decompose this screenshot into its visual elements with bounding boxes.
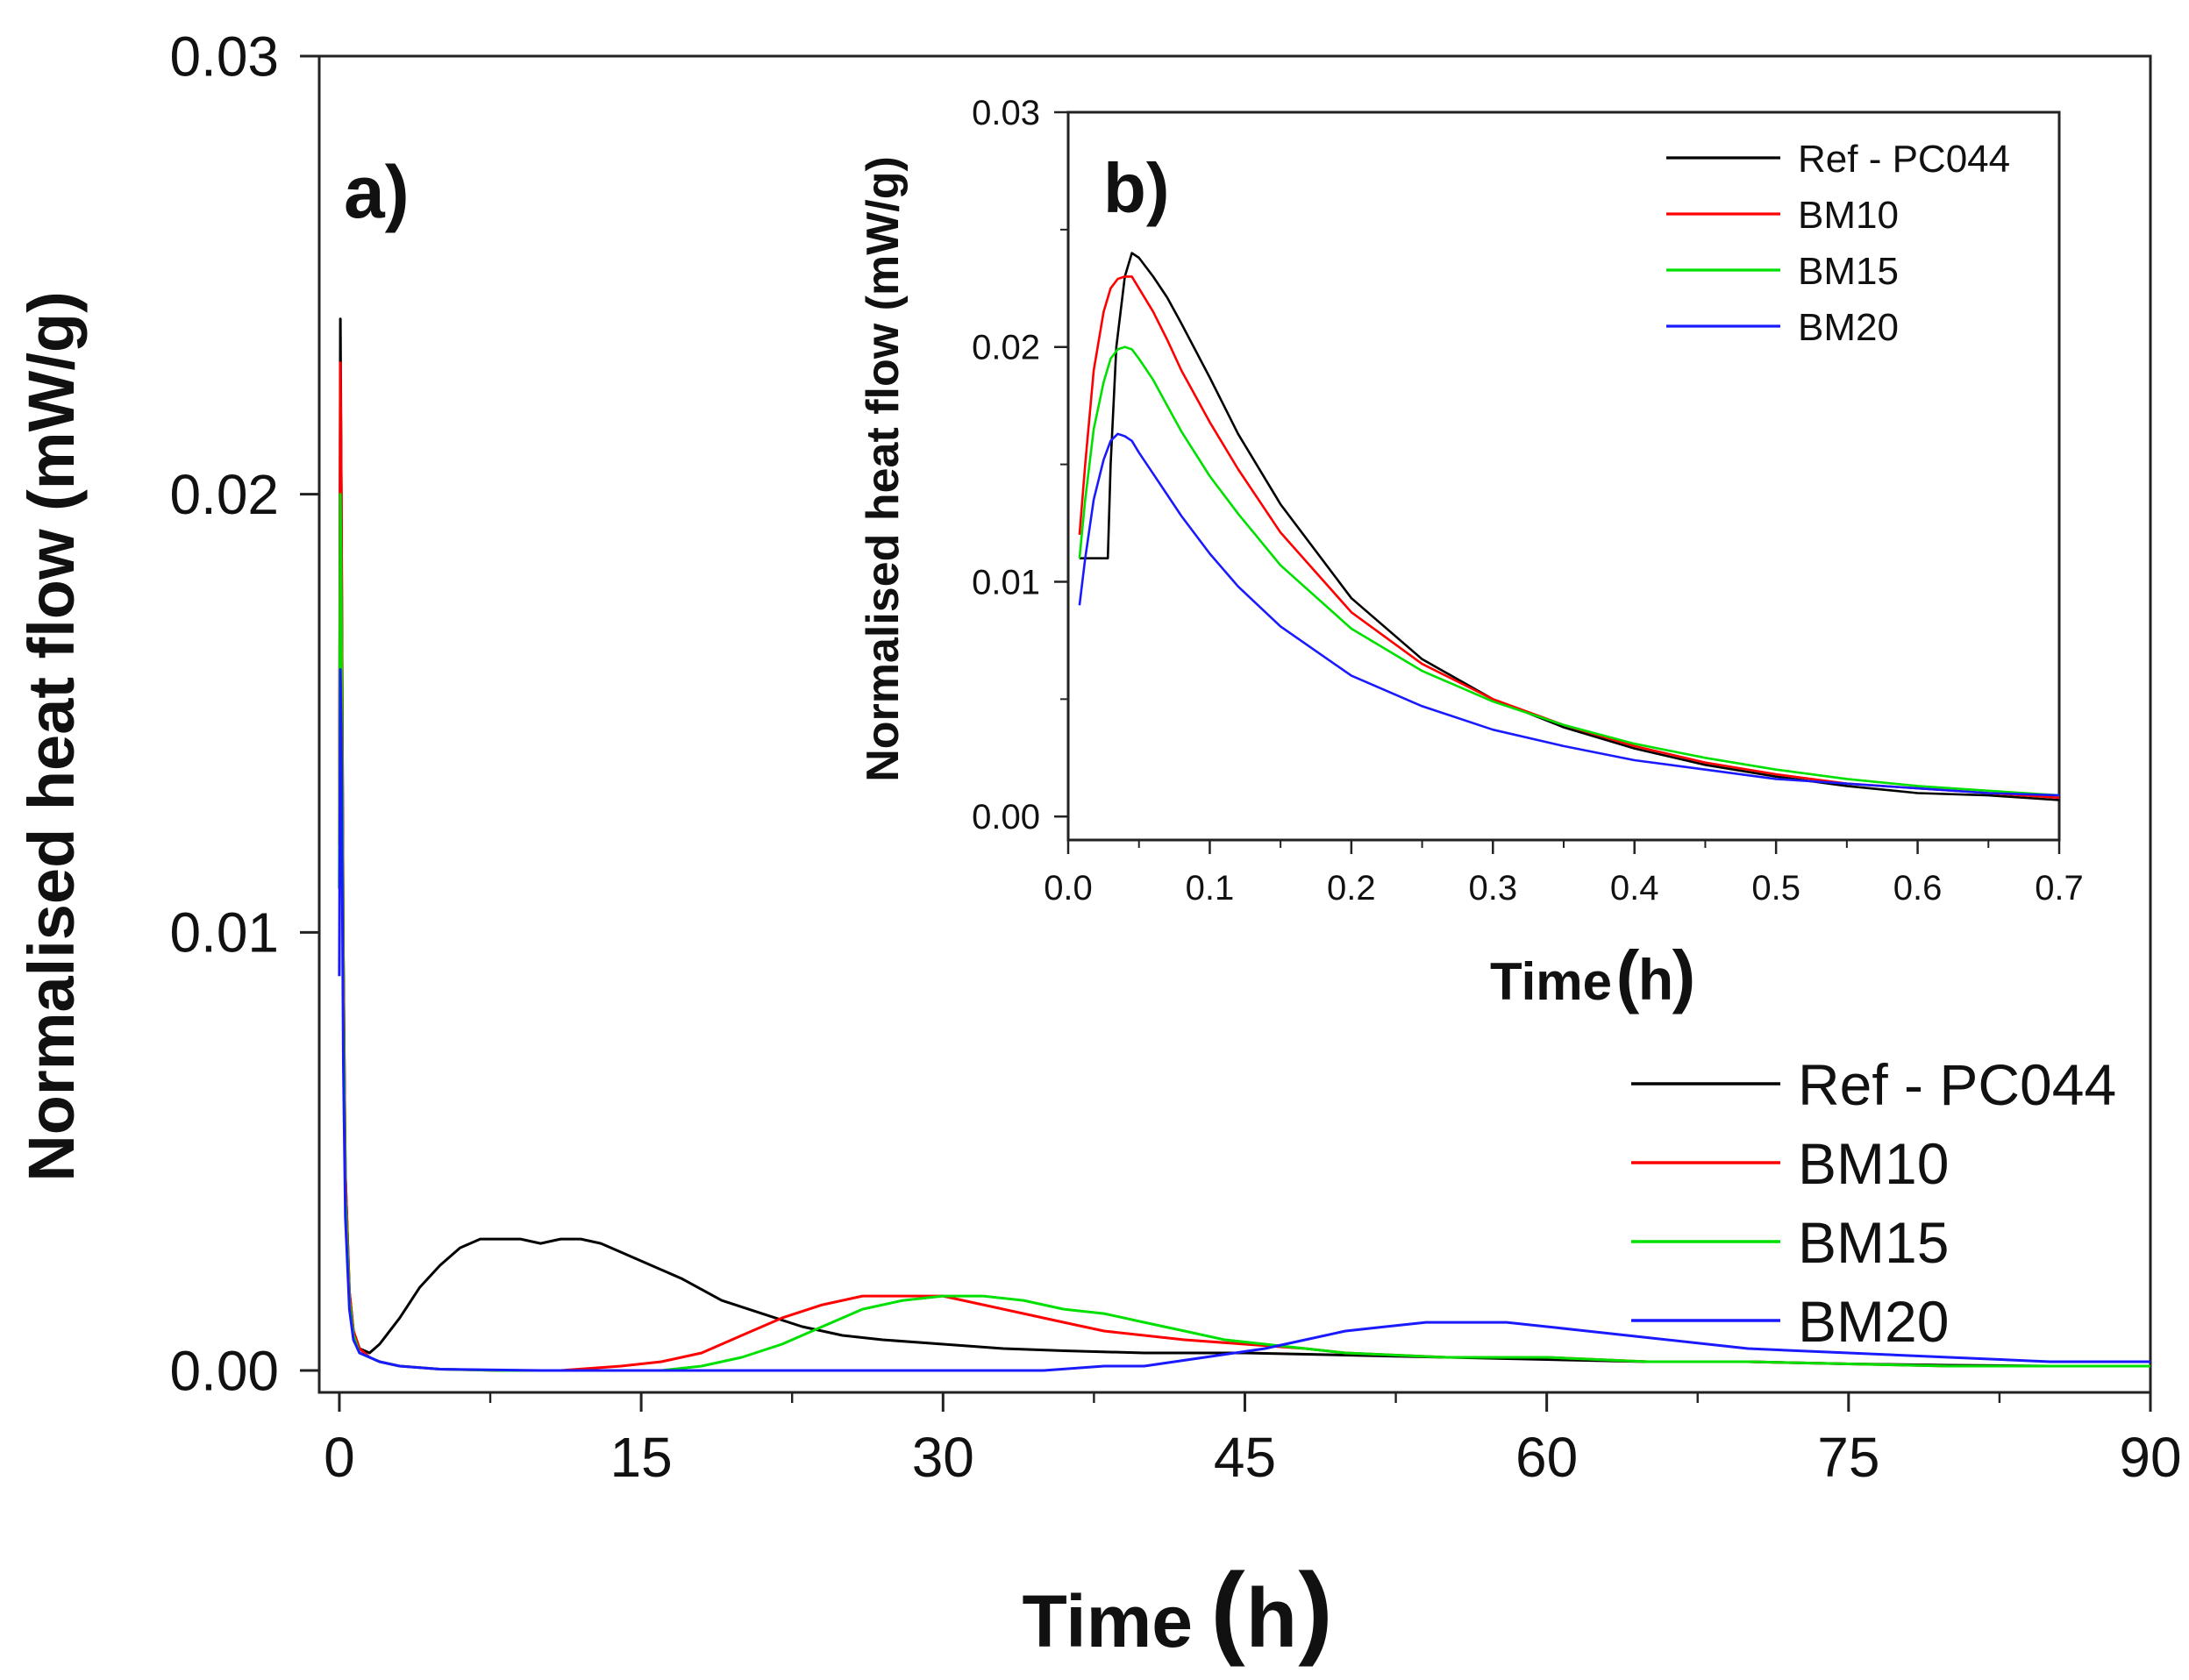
legend-label: BM15	[1798, 250, 1899, 293]
y-tick-label: 0.02	[972, 329, 1040, 367]
y-tick-label: 0.01	[169, 901, 279, 965]
series-line-bm15	[1078, 345, 2060, 797]
panel-b-x-axis-unit: h	[1638, 947, 1673, 1012]
y-tick-label: 0.02	[169, 463, 279, 526]
series-line-bm20	[1078, 432, 2060, 797]
series-line-ref-pc044	[1079, 252, 2060, 801]
series-line-bm20	[338, 668, 2150, 1372]
y-tick-label: 0.03	[169, 25, 279, 88]
panel-a-series	[338, 317, 2150, 1372]
x-tick-label: 0.0	[1044, 869, 1093, 908]
series-line-bm10	[1078, 275, 2060, 800]
x-tick-label: 45	[1214, 1426, 1276, 1489]
legend-label: Ref - PC044	[1798, 1052, 2116, 1117]
panel-a-main-chart: 0 15 30 45 60 75 900.000.010.020.03 a) Time h …	[15, 25, 2182, 1668]
panel-a-x-unit-close-paren: )	[1298, 1552, 1332, 1668]
x-tick-label: 30	[912, 1426, 974, 1489]
panel-b-ticks: 0.0 0.1 0.2 0.3 0.4 0.5 0.6 0.7 0.00 0.01 0.02 0.03	[972, 94, 2084, 908]
y-tick-label: 0.03	[972, 94, 1040, 132]
x-tick-label: 0.2	[1327, 869, 1376, 908]
panel-a-y-axis-title: Normalised heat flow (mW/g)	[15, 291, 88, 1182]
legend-label: BM20	[1798, 1289, 1949, 1354]
panel-b-inset-chart: 0.0 0.1 0.2 0.3 0.4 0.5 0.6 0.7 0.00 0.01 0.02 0.03…	[858, 94, 2084, 1014]
legend-label: Ref - PC044	[1798, 138, 2010, 181]
panel-a-legend: Ref - PC044 BM10 BM15 BM20	[1631, 1052, 2116, 1354]
panel-b-series	[1078, 252, 2060, 801]
panel-b-legend: Ref - PC044 BM10 BM15 BM20	[1666, 138, 2010, 349]
x-tick-label: 75	[1817, 1426, 1879, 1489]
x-tick-label: 0.7	[2035, 869, 2084, 908]
panel-a-plot-frame	[317, 54, 2152, 1394]
panel-b-label: b)	[1103, 149, 1170, 227]
x-tick-label: 60	[1515, 1426, 1578, 1489]
x-tick-label: 0.4	[1610, 869, 1659, 908]
y-tick-label: 0.01	[972, 563, 1040, 602]
x-tick-label: 0.5	[1751, 869, 1800, 908]
panel-b-x-axis-title: Time	[1490, 952, 1612, 1011]
panel-a-ticks: 0 15 30 45 60 75 90 0.00 0.01 0.02 0.03	[169, 25, 2181, 1489]
x-tick-label: 90	[2119, 1426, 2181, 1489]
panel-b-x-unit-open-paren: (	[1616, 936, 1640, 1014]
panel-b-x-unit-close-paren: )	[1672, 936, 1696, 1014]
x-tick-label: 0.6	[1893, 869, 1943, 908]
panel-b-inset-background	[1068, 112, 2059, 840]
legend-label: BM20	[1798, 306, 1899, 349]
x-tick-label: 0.1	[1186, 869, 1235, 908]
x-tick-label: 0.3	[1468, 869, 1517, 908]
legend-label: BM15	[1798, 1210, 1949, 1275]
legend-label: BM10	[1798, 194, 1899, 237]
y-tick-label: 0.00	[972, 798, 1040, 836]
panel-a-label: a)	[344, 151, 410, 233]
x-tick-label: 15	[610, 1426, 673, 1489]
panel-b-y-axis-title: Normalised heat flow (mW/g)	[858, 156, 909, 782]
y-tick-label: 0.00	[169, 1339, 279, 1402]
panel-a-x-axis-unit: h	[1246, 1571, 1298, 1665]
x-tick-label: 0	[324, 1426, 355, 1489]
panel-a-x-axis-title: Time	[1022, 1580, 1193, 1662]
panel-a-x-unit-open-paren: (	[1210, 1552, 1245, 1668]
legend-label: BM10	[1798, 1131, 1949, 1196]
